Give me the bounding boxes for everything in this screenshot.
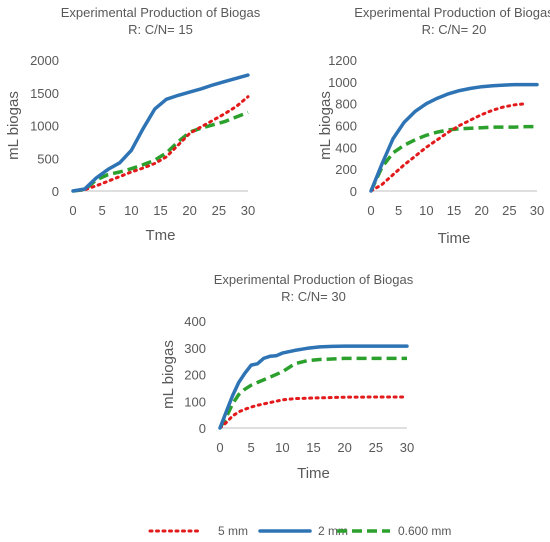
x-tick-label: 20: [182, 203, 196, 218]
legend-label: 5 mm: [218, 524, 248, 538]
x-tick-label: 5: [248, 440, 255, 455]
x-tick-label: 5: [395, 203, 402, 218]
legend-label: 0.600 mm: [398, 524, 451, 538]
chart-panel-1: Experimental Production of Biogas R: C/N=…: [5, 5, 261, 244]
y-tick-label: 200: [184, 368, 206, 383]
legend-item: 0.600 mm: [337, 524, 451, 538]
x-tick-label: 25: [502, 203, 516, 218]
y-tick-label: 400: [335, 140, 357, 155]
chart-subtitle: R: C/N= 15: [128, 22, 193, 37]
x-tick-label: 10: [124, 203, 138, 218]
y-tick-label: 600: [335, 119, 357, 134]
x-tick-label: 15: [153, 203, 167, 218]
y-axis-label: mL biogas: [160, 340, 177, 409]
chart-subtitle: R: C/N= 20: [422, 22, 487, 37]
x-axis-label: Time: [297, 465, 330, 482]
series-line-5-mm: [369, 102, 528, 193]
series-line-0-600-mm: [72, 110, 249, 193]
legend: 5 mm 2 mm 0.600 mm: [148, 524, 451, 538]
y-tick-label: 1000: [328, 75, 357, 90]
x-axis-label: Tme: [146, 227, 176, 244]
chart-panel-3: Experimental Production of Biogas R: C/N=…: [160, 272, 414, 482]
x-tick-label: 10: [275, 440, 289, 455]
chart-title: Experimental Production of Biogas: [354, 5, 550, 20]
series-line-5-mm: [218, 395, 409, 430]
x-tick-label: 0: [367, 203, 374, 218]
x-tick-label: 25: [212, 203, 226, 218]
x-tick-label: 30: [530, 203, 544, 218]
legend-item: 5 mm: [148, 524, 248, 538]
y-tick-label: 1200: [328, 53, 357, 68]
y-tick-label: 0: [199, 421, 206, 436]
y-tick-label: 2000: [30, 53, 59, 68]
y-axis-label: mL biogas: [5, 91, 22, 160]
y-tick-label: 0: [52, 184, 59, 199]
y-tick-label: 0: [350, 184, 357, 199]
y-tick-label: 100: [184, 394, 206, 409]
x-tick-label: 10: [419, 203, 433, 218]
legend-label: 2 mm: [318, 524, 348, 538]
x-tick-label: 30: [400, 440, 414, 455]
legend-item: 2 mm: [258, 524, 348, 538]
x-tick-label: 0: [216, 440, 223, 455]
y-tick-label: 500: [37, 151, 59, 166]
series-line-2-mm: [369, 82, 539, 193]
chart-title: Experimental Production of Biogas: [61, 5, 261, 20]
y-tick-label: 1000: [30, 119, 59, 134]
y-tick-label: 400: [184, 314, 206, 329]
chart-title: Experimental Production of Biogas: [214, 272, 414, 287]
x-tick-label: 20: [474, 203, 488, 218]
x-tick-label: 25: [369, 440, 383, 455]
y-axis-label: mL biogas: [317, 91, 334, 160]
x-tick-label: 5: [99, 203, 106, 218]
y-tick-label: 200: [335, 162, 357, 177]
x-tick-label: 15: [306, 440, 320, 455]
y-tick-label: 800: [335, 97, 357, 112]
x-axis-label: Time: [438, 230, 471, 247]
x-tick-label: 0: [69, 203, 76, 218]
series-line-0-600-mm: [218, 356, 407, 429]
series-line-5-mm: [71, 95, 250, 193]
series-line-2-mm: [218, 344, 409, 430]
x-tick-label: 30: [241, 203, 255, 218]
chart-panel-2: Experimental Production of Biogas R: C/N=…: [317, 5, 550, 247]
y-tick-label: 300: [184, 341, 206, 356]
chart-subtitle: R: C/N= 30: [281, 289, 346, 304]
x-tick-label: 15: [447, 203, 461, 218]
y-tick-label: 1500: [30, 86, 59, 101]
series-line-2-mm: [71, 73, 250, 193]
x-tick-label: 20: [337, 440, 351, 455]
